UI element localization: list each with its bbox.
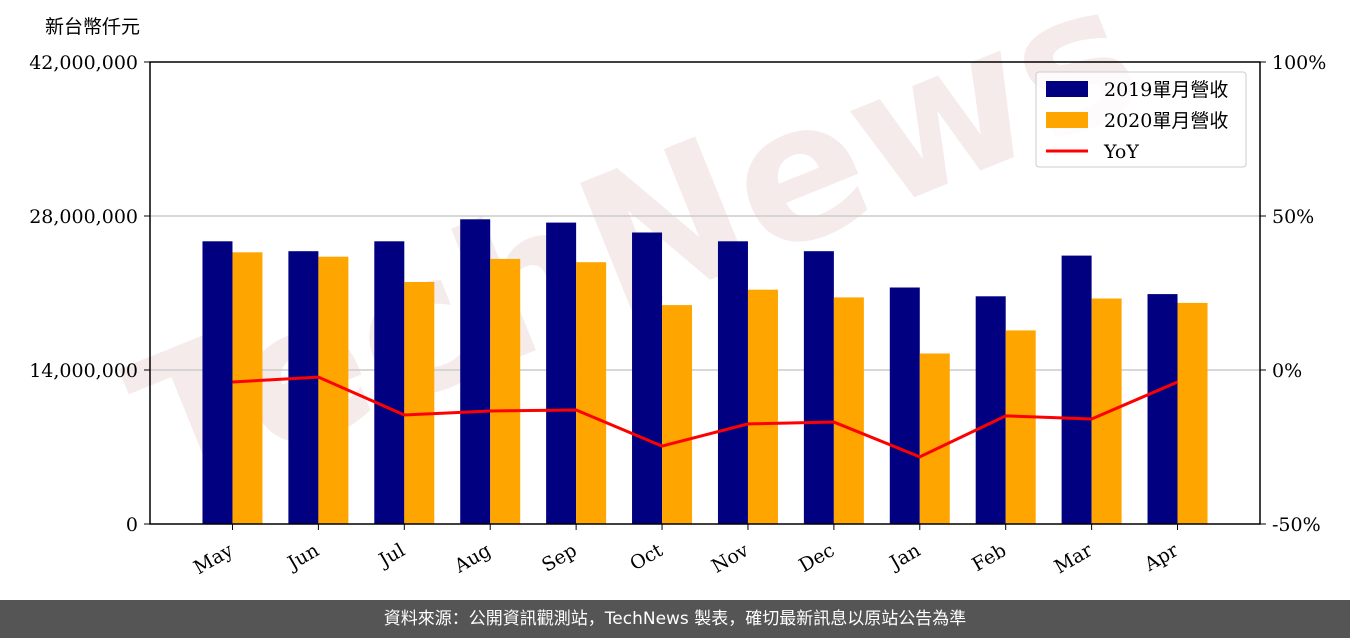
- x-tick-label: Apr: [1140, 539, 1183, 576]
- x-tick-label: Sep: [538, 539, 581, 576]
- x-tick-label: Nov: [708, 539, 753, 578]
- legend-box: [1035, 71, 1247, 168]
- legend-label: 2019單月營收: [1104, 79, 1228, 101]
- legend-swatch: [1046, 81, 1088, 97]
- y2-tick-label: 50%: [1272, 206, 1314, 228]
- bar: [1147, 294, 1178, 524]
- plot-frame: [149, 61, 1261, 525]
- bar: [1061, 255, 1092, 524]
- bar: [232, 252, 263, 525]
- x-tick-label: Mar: [1051, 539, 1097, 578]
- bar: [490, 258, 521, 524]
- chart: 新台幣仟元 TechNews014,000,00028,000,00042,00…: [29, 0, 1326, 579]
- bar: [374, 241, 405, 525]
- legend-label: 2020單月營收: [1104, 110, 1228, 132]
- bar: [202, 241, 233, 525]
- footer: 資料來源：公開資訊觀測站，TechNews 製表，確切最新訊息以原站公告為準: [0, 600, 1350, 638]
- x-tick-label: Jun: [282, 539, 323, 575]
- x-tick-label: Jul: [374, 539, 409, 572]
- yoy-line: [232, 375, 1179, 459]
- bar: [975, 296, 1006, 524]
- x-tick-label: Dec: [795, 539, 838, 577]
- bar: [803, 251, 834, 524]
- bar: [404, 282, 435, 524]
- y-axis-label: 新台幣仟元: [45, 16, 140, 38]
- bar: [288, 251, 319, 524]
- bar: [662, 305, 693, 524]
- x-tick-label: Jan: [885, 539, 925, 575]
- x-tick-label: Oct: [626, 539, 667, 575]
- bar: [1005, 330, 1036, 524]
- bar: [632, 232, 663, 524]
- bar: [747, 289, 778, 524]
- bar: [460, 219, 491, 525]
- y2-tick-label: 0%: [1272, 360, 1302, 382]
- y-tick-label: 14,000,000: [29, 360, 138, 382]
- bar: [546, 222, 577, 524]
- legend-swatch: [1046, 112, 1088, 128]
- y-tick-label: 28,000,000: [29, 206, 138, 228]
- x-tick-label: Feb: [968, 539, 1010, 576]
- y2-tick-label: 100%: [1272, 52, 1326, 74]
- bar: [833, 297, 864, 524]
- bar: [717, 241, 748, 525]
- x-tick-label: May: [190, 539, 237, 579]
- y-tick-label: 42,000,000: [29, 52, 138, 74]
- bar: [919, 353, 950, 524]
- legend-label: YoY: [1103, 141, 1139, 163]
- bar: [889, 287, 920, 524]
- bar: [1177, 302, 1208, 524]
- bar: [576, 262, 607, 524]
- y-tick-label: 0: [126, 514, 138, 536]
- x-tick-label: Aug: [450, 539, 495, 578]
- y2-tick-label: -50%: [1272, 514, 1321, 536]
- bar: [318, 256, 349, 524]
